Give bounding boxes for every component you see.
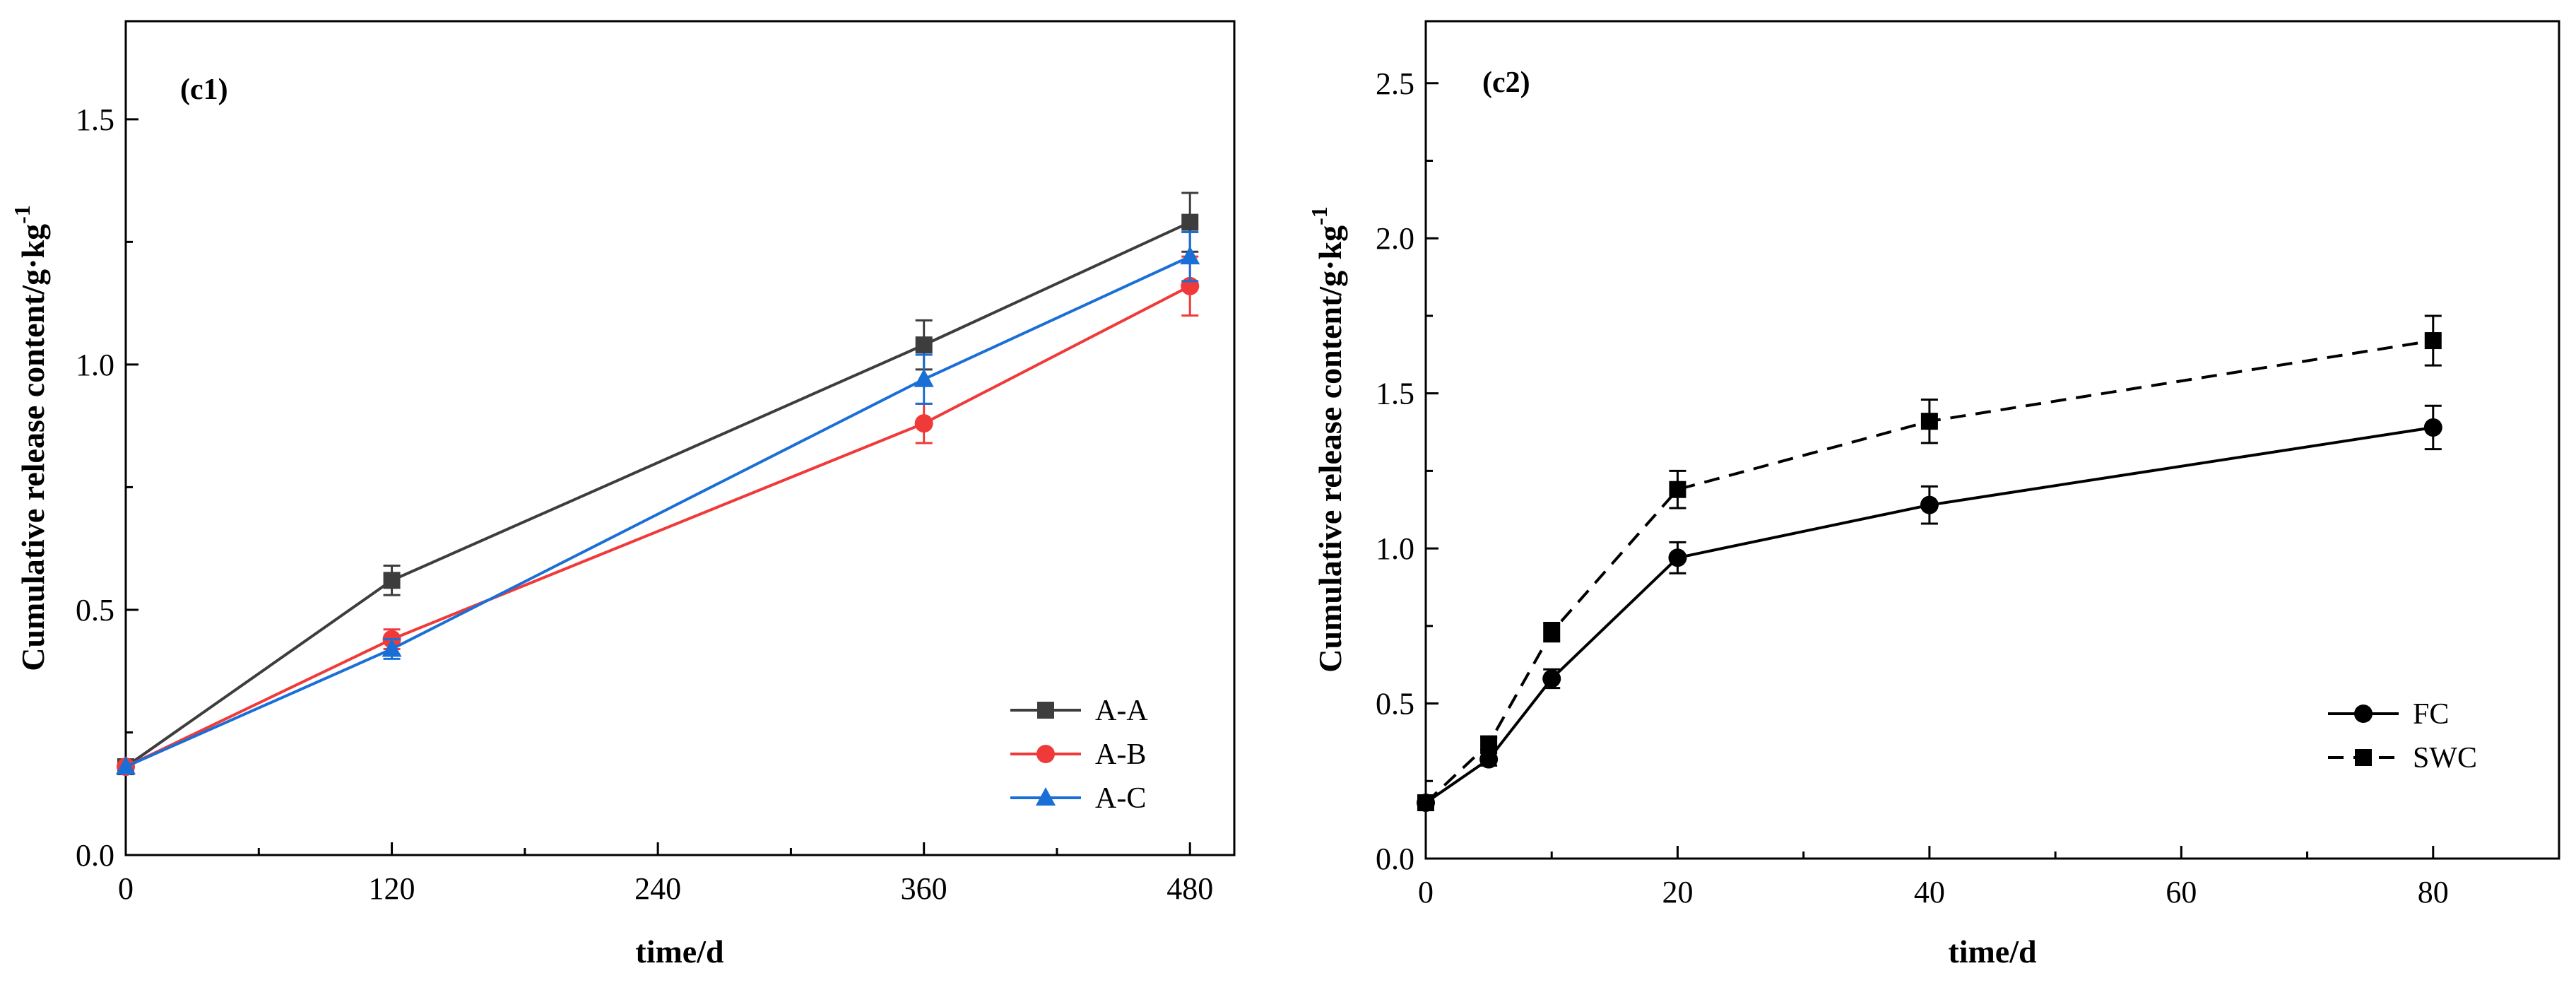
data-point-SWC [1417,794,1434,811]
data-point-A-C [116,756,136,775]
y-axis-title: Cumulative release content/g·kg-1 [9,205,51,671]
panel-label: (c2) [1482,66,1530,99]
y-tick-label: 2.0 [1376,221,1414,256]
panel-label: (c1) [180,73,228,106]
x-tick-label: 20 [1662,875,1693,909]
x-tick-label: 0 [118,871,134,906]
legend-marker-A-C [1036,787,1056,806]
legend-label: SWC [2413,742,2477,774]
data-point-SWC [1920,413,1938,430]
legend-label: A-B [1095,738,1146,771]
y-axis-title-text: Cumulative release content/g·kg [1312,225,1348,673]
series-line-A-B [125,285,1191,768]
legend: A-A A-B A-C [1010,695,1148,815]
legend-label: A-C [1095,782,1146,815]
legend-label: A-A [1095,695,1148,727]
data-point-SWC [1669,481,1686,498]
x-tick-label: 40 [1914,875,1945,909]
plot-frame [124,20,1236,856]
legend-marker-A-B [1036,745,1055,763]
data-point-FC [1542,669,1561,688]
data-point-SWC [2424,332,2442,350]
series-line-SWC [1424,339,2434,804]
data-point-A-B [914,414,933,433]
y-tick-label: 1.0 [1376,531,1414,566]
y-axis-title: Cumulative release content/g·kg-1 [1306,206,1348,673]
series-line-FC [1424,425,2434,804]
y-tick-label: 2.5 [1376,66,1414,101]
y-tick-label: 0.0 [76,838,114,873]
y-axis-title-text: Cumulative release content/g·kg [15,224,51,671]
data-point-FC [1668,548,1687,567]
data-point-A-A [1181,213,1199,231]
x-tick-label: 60 [2166,875,2197,909]
legend: FC SWC [2328,698,2477,774]
data-point-FC [1920,495,1939,514]
y-tick-label: 1.0 [76,348,114,382]
x-axis-title: time/d [635,933,724,970]
y-axis-title-superscript: -1 [9,205,35,224]
data-point-SWC [1480,735,1498,753]
x-tick-label: 0 [1418,875,1434,909]
data-point-SWC [1543,623,1561,641]
data-point-A-C [382,638,402,657]
series-line-A-C [125,255,1191,768]
x-axis-title: time/d [1948,933,2037,970]
legend-marker-SWC [2355,749,2372,766]
y-axis-title-superscript: -1 [1306,206,1332,225]
legend-label: FC [2413,698,2449,731]
series-FC [1417,404,2442,812]
data-point-FC [1479,750,1499,769]
legend-marker-FC [2354,705,2373,723]
series-line-A-A [124,220,1191,768]
chart-panel-2: 0 20 40 60 80 0.0 0.5 1.0 1.5 2.0 2.5 time/d Cumulat… [1306,20,2560,970]
chart-panel-1: 0 120 240 360 480 0.0 0.5 1.0 1.5 time/d Cumulativ… [9,20,1236,970]
y-tick-label: 1.5 [76,102,114,137]
x-tick-label: 120 [369,871,415,906]
x-tick-label: 360 [901,871,947,906]
data-point-A-A [383,572,401,589]
y-tick-label: 0.0 [1376,842,1414,876]
data-point-A-C [914,368,934,387]
data-point-FC [2423,418,2442,437]
x-tick-label: 240 [634,871,681,906]
plot-frame [1424,20,2560,860]
x-tick-label: 80 [2418,875,2449,909]
series-A-C [116,230,1200,775]
x-tick-label: 480 [1166,871,1213,906]
series-SWC [1417,314,2442,811]
y-tick-label: 1.5 [1376,377,1414,411]
y-tick-label: 0.5 [1376,687,1414,721]
legend-marker-A-A [1037,702,1054,719]
y-tick-label: 0.5 [76,593,114,627]
data-point-A-A [915,336,933,354]
data-point-A-C [1180,246,1200,265]
series-A-A [117,191,1199,776]
